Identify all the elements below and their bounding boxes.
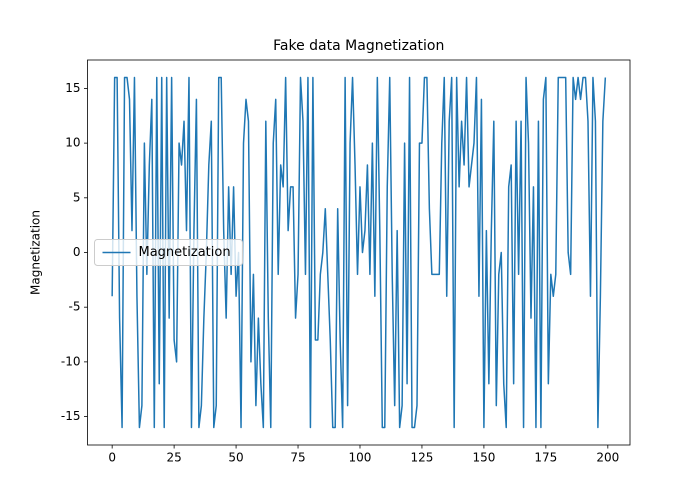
x-tick-label: 100 — [349, 451, 372, 465]
y-tick-label: -5 — [69, 300, 81, 314]
plot-frame — [87, 59, 631, 446]
data-line — [111, 76, 607, 429]
y-tick-label: 0 — [73, 245, 81, 259]
x-tick-label: 75 — [290, 451, 305, 465]
y-tick-label: 15 — [65, 81, 80, 95]
x-tick-label: 150 — [472, 451, 495, 465]
legend-label: Magnetization — [139, 245, 231, 260]
y-tick-label: -10 — [61, 354, 81, 368]
chart-title: Fake data Magnetization — [273, 38, 444, 54]
x-tick-label: 200 — [596, 451, 619, 465]
y-tick-label: -15 — [61, 409, 81, 423]
x-tick-label: 50 — [228, 451, 243, 465]
x-tick-label: 125 — [410, 451, 433, 465]
y-tick-label: 5 — [73, 190, 81, 204]
x-tick-label: 175 — [534, 451, 557, 465]
y-axis-label: Magnetization — [29, 210, 43, 295]
x-tick-label: 0 — [108, 451, 116, 465]
legend-box — [94, 239, 243, 266]
x-tick-label: 25 — [166, 451, 181, 465]
y-tick-label: 10 — [65, 136, 80, 150]
